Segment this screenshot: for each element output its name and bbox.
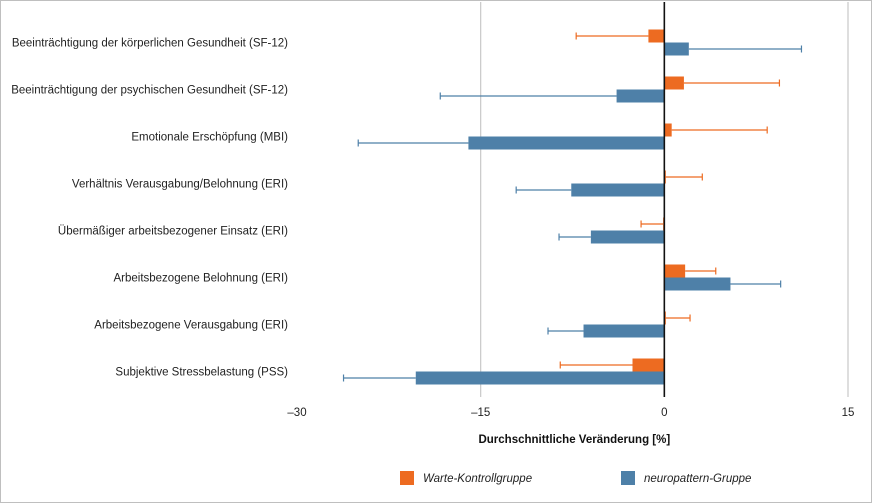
category-label: Beeinträchtigung der körperlichen Gesund… xyxy=(12,38,288,50)
bar-warte xyxy=(664,76,684,90)
legend-swatch-warte xyxy=(400,471,414,485)
legend-label: Warte-Kontrollgruppe xyxy=(423,473,532,485)
x-axis-label: Durchschnittliche Veränderung [%] xyxy=(478,434,670,446)
category-label: Emotionale Erschöpfung (MBI) xyxy=(131,132,288,144)
x-tick-label: –15 xyxy=(471,407,490,419)
bar-neuropattern xyxy=(468,136,665,150)
bar-neuropattern xyxy=(616,89,665,103)
category-label: Übermäßiger arbeitsbezogener Einsatz (ER… xyxy=(58,226,288,238)
legend-swatch-neuropattern xyxy=(621,471,635,485)
bar-neuropattern xyxy=(664,277,731,291)
bar-warte xyxy=(664,123,672,137)
bar-neuropattern xyxy=(590,230,665,244)
bar-warte xyxy=(664,264,686,278)
legend-label: neuropattern-Gruppe xyxy=(644,473,751,485)
category-label: Subjektive Stressbelastung (PSS) xyxy=(115,367,288,379)
x-tick-label: 0 xyxy=(661,407,667,419)
bar-neuropattern xyxy=(571,183,665,197)
category-label: Arbeitsbezogene Verausgabung (ERI) xyxy=(94,320,288,332)
category-label: Arbeitsbezogene Belohnung (ERI) xyxy=(113,273,288,285)
bar-neuropattern xyxy=(583,324,665,338)
bar-neuropattern xyxy=(415,371,665,385)
x-tick-label: 15 xyxy=(842,407,855,419)
bar-warte xyxy=(648,29,665,43)
x-tick-label: –30 xyxy=(287,407,306,419)
bar-warte xyxy=(632,358,665,372)
category-label: Beeinträchtigung der psychischen Gesundh… xyxy=(11,85,288,97)
bar-neuropattern xyxy=(664,42,689,56)
category-label: Verhältnis Verausgabung/Belohnung (ERI) xyxy=(72,179,288,191)
